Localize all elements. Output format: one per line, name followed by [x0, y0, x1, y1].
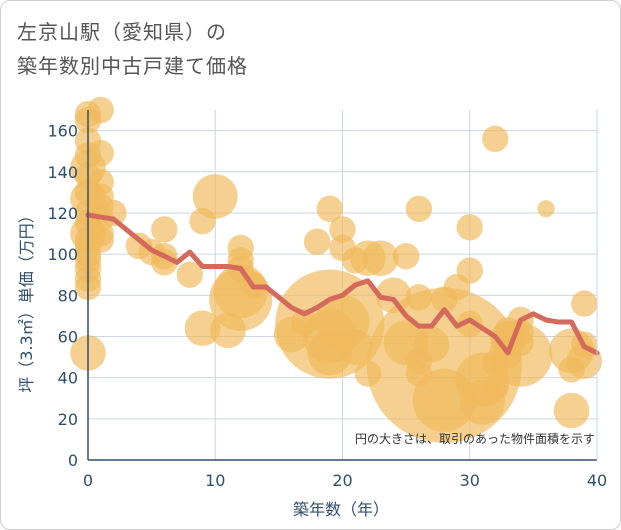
data-bubble: [151, 249, 178, 276]
data-bubble: [354, 360, 382, 387]
data-bubble: [337, 328, 374, 365]
data-bubble: [303, 228, 331, 255]
y-tick-label: 0: [68, 451, 78, 470]
data-bubble: [87, 96, 114, 124]
chart-title: 左京山駅（愛知県）の 築年数別中古戸建て価格: [17, 15, 248, 83]
data-bubble: [375, 277, 412, 314]
axes: [87, 110, 598, 461]
size-legend-note: 円の大きさは、取引のあった物件面積を示す: [355, 431, 595, 446]
data-bubble: [192, 174, 238, 219]
data-bubble: [291, 308, 318, 336]
data-bubble: [482, 125, 509, 153]
data-bubble: [176, 261, 203, 288]
y-tick-label: 80: [58, 286, 78, 305]
data-bubble: [151, 216, 178, 243]
data-bubble: [316, 195, 343, 223]
average-price-line: [85, 212, 600, 356]
x-tick-label: 20: [332, 471, 352, 490]
data-bubble: [392, 242, 420, 270]
data-bubble: [456, 310, 483, 338]
data-bubble: [553, 392, 590, 429]
data-bubble: [189, 207, 216, 235]
x-tick-label: 0: [83, 471, 93, 490]
data-bubble: [482, 374, 509, 402]
data-bubble: [571, 290, 598, 317]
title-line-2: 築年数別中古戸建て価格: [17, 54, 248, 78]
y-tick-label: 120: [47, 204, 78, 223]
data-bubble: [329, 216, 356, 243]
data-bubble: [405, 360, 433, 387]
y-tick-label: 40: [58, 369, 78, 388]
data-bubble: [184, 310, 221, 347]
data-bubble: [456, 214, 483, 241]
x-axis-label: 築年数（年）: [293, 500, 389, 519]
bubble-series: [70, 96, 603, 443]
y-tick-label: 160: [47, 122, 78, 141]
data-bubble: [537, 200, 555, 218]
title-line-1: 左京山駅（愛知県）の: [17, 20, 227, 44]
data-bubble: [558, 356, 585, 383]
data-bubble: [210, 312, 246, 349]
y-tick-label: 20: [58, 410, 78, 429]
data-bubble: [87, 226, 114, 253]
tick-labels: 0 20 40 60 80 100 120 140 160 0 10 20 30 40: [47, 122, 607, 490]
y-tick-label: 140: [47, 163, 78, 182]
x-tick-label: 10: [205, 471, 225, 490]
data-bubble: [405, 195, 433, 223]
data-bubble: [456, 257, 483, 284]
x-tick-label: 30: [460, 471, 480, 490]
y-axis-label: 坪（3.3㎡）単価（万円）: [17, 207, 36, 392]
data-bubble: [342, 247, 369, 274]
x-tick-label: 40: [587, 471, 607, 490]
data-bubble: [362, 240, 399, 277]
y-tick-label: 100: [47, 245, 78, 264]
data-bubble: [87, 140, 114, 167]
y-tick-label: 60: [58, 327, 78, 346]
data-bubble: [405, 284, 433, 311]
